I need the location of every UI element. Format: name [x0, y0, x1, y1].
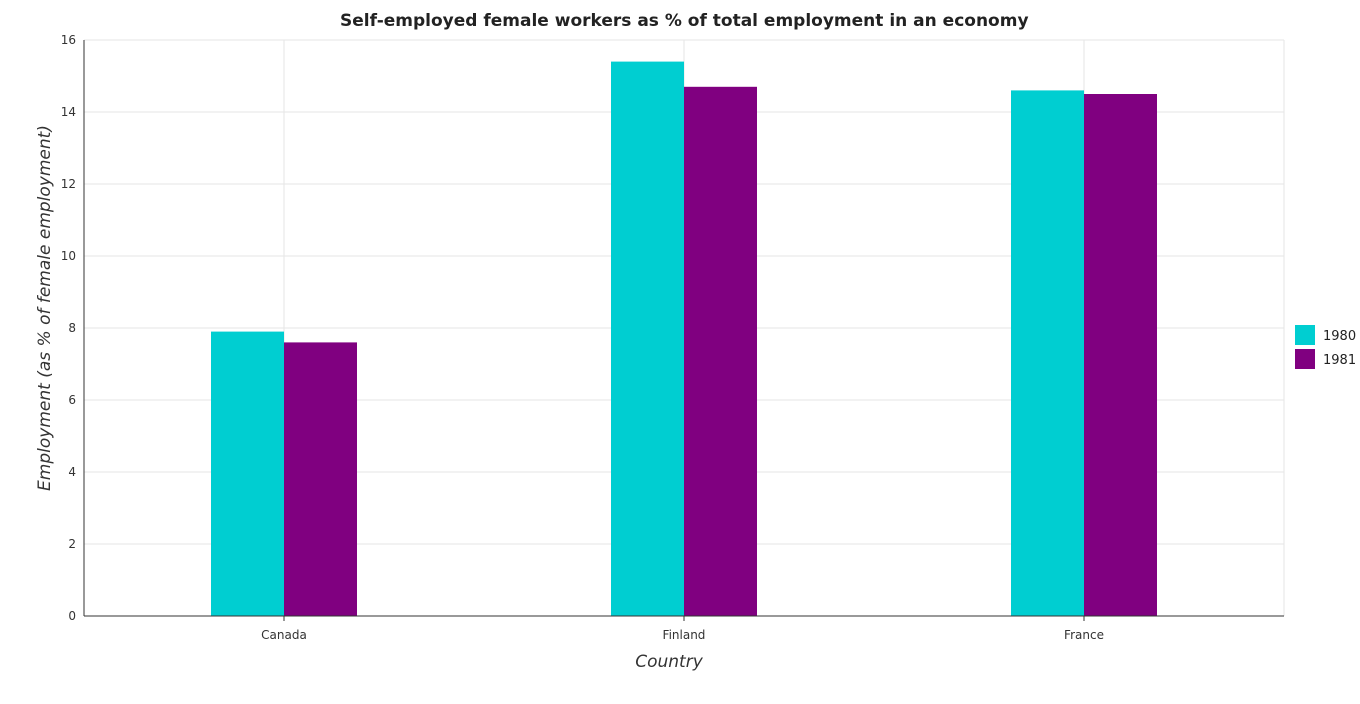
chart-title: Self-employed female workers as % of tot…	[340, 11, 1029, 31]
x-tick-label: Canada	[261, 628, 307, 642]
legend-label-1981: 1981	[1323, 353, 1356, 368]
bar-1980-canada	[211, 331, 284, 616]
bar-1980-finland	[611, 61, 684, 617]
y-tick-label: 10	[61, 249, 76, 263]
bar-1980-france	[1011, 90, 1084, 616]
y-tick-label: 2	[68, 537, 76, 551]
legend-swatch-1980	[1295, 325, 1315, 345]
y-tick-label: 0	[68, 609, 76, 623]
bar-1981-finland	[684, 86, 757, 617]
y-axis-label: Employment (as % of female employment)	[35, 125, 55, 491]
tick-labels: 0 2 4 6 8 10 12 14 16 Canada Finland France	[61, 33, 1104, 642]
axes	[83, 40, 1284, 621]
bar-1981-france	[1084, 94, 1157, 616]
y-tick-label: 12	[61, 177, 76, 191]
legend-swatch-1981	[1295, 349, 1315, 369]
x-tick-label: France	[1064, 628, 1104, 642]
bars	[211, 61, 1157, 617]
x-tick-label: Finland	[663, 628, 706, 642]
legend: 1980 1981	[1295, 325, 1356, 369]
legend-label-1980: 1980	[1323, 329, 1356, 344]
bar-1981-canada	[284, 342, 357, 616]
y-tick-label: 6	[68, 393, 76, 407]
y-tick-label: 14	[61, 105, 76, 119]
x-axis-label: Country	[635, 652, 703, 672]
y-tick-label: 4	[68, 465, 76, 479]
y-tick-label: 16	[61, 33, 76, 47]
y-tick-label: 8	[68, 321, 76, 335]
